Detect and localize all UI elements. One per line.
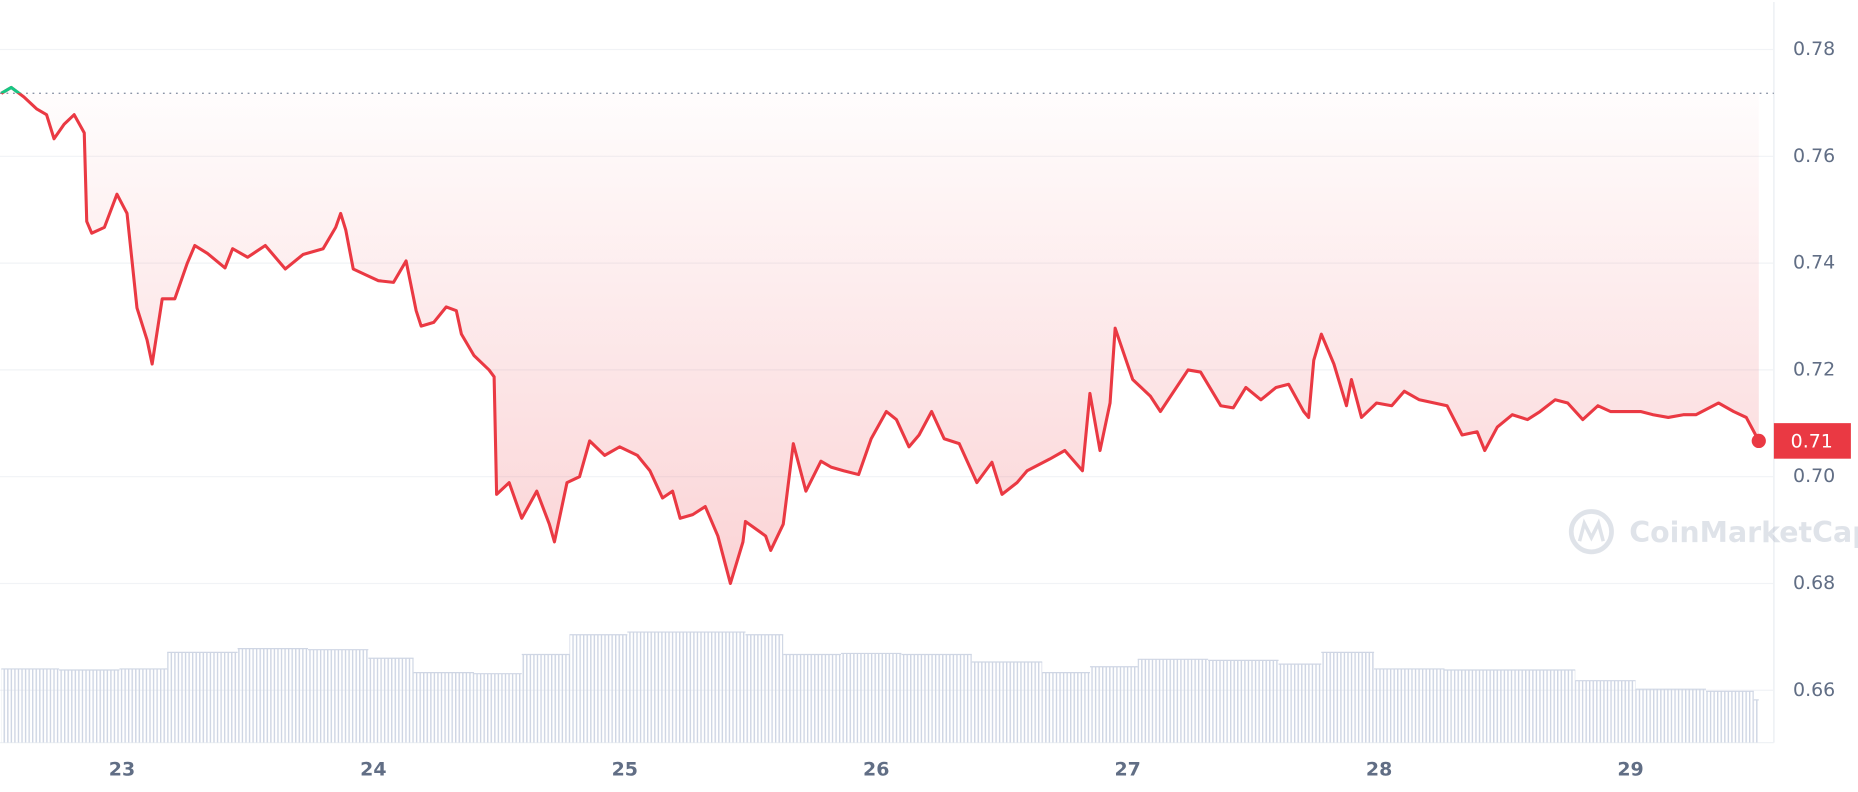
volume-bar: [627, 632, 688, 743]
x-tick-label: 28: [1366, 758, 1392, 780]
volume-bar: [521, 654, 570, 743]
volume-bar: [1042, 672, 1090, 743]
x-tick-label: 29: [1617, 758, 1643, 780]
y-tick-label: 0.70: [1793, 465, 1835, 487]
volume-bar: [1705, 691, 1754, 743]
volume-bar: [59, 669, 120, 743]
watermark-logo: [1568, 509, 1614, 555]
watermark-logo-mark: [1577, 518, 1605, 542]
volume-bar: [1444, 669, 1518, 743]
volume-bar: [1753, 699, 1759, 743]
last-price-box: [1773, 423, 1851, 459]
y-tick-label: 0.74: [1793, 252, 1835, 274]
volume-bar: [167, 652, 238, 743]
watermark-text: CoinMarketCap: [1629, 516, 1858, 549]
y-tick-label: 0.66: [1793, 679, 1835, 701]
volume-bar: [1575, 680, 1636, 743]
volume-bar: [1635, 689, 1706, 743]
volume-bar: [687, 632, 746, 743]
last-point: [1751, 433, 1766, 449]
volume-bar: [413, 672, 474, 743]
volume-bar: [1278, 664, 1322, 743]
volume-bar: [368, 658, 414, 743]
volume-bar: [1374, 668, 1445, 743]
volume-bar: [1208, 660, 1279, 743]
x-tick-label: 27: [1115, 758, 1141, 780]
last-price-label: 0.71: [1791, 431, 1833, 453]
x-tick-label: 26: [863, 758, 889, 780]
volume-bar: [1321, 652, 1375, 743]
watermark: CoinMarketCap: [1568, 509, 1858, 555]
area-fill: [1, 87, 1759, 584]
volume-bar: [1137, 659, 1209, 743]
y-tick-label: 0.76: [1793, 145, 1835, 167]
volume-bar: [783, 654, 842, 743]
volume-bar: [308, 649, 369, 743]
price-line: [0, 85, 1761, 585]
volume-bar: [971, 661, 1043, 743]
y-tick-label: 0.78: [1793, 38, 1835, 60]
volume-bar: [901, 654, 972, 743]
y-tick-label: 0.72: [1793, 358, 1835, 380]
x-tick-label: 23: [109, 758, 135, 780]
volume-bar: [473, 673, 522, 743]
y-tick-label: 0.68: [1793, 572, 1835, 594]
volume-bar: [745, 634, 784, 743]
volume-bar: [569, 634, 628, 743]
x-tick-label: 25: [612, 758, 638, 780]
volume-bar: [119, 668, 168, 743]
volume-bar: [237, 648, 309, 743]
volume-bar: [841, 653, 902, 743]
volume-bar: [1089, 666, 1138, 743]
volume-bar: [1, 668, 60, 743]
volume-bar: [1517, 669, 1576, 743]
x-tick-label: 24: [360, 758, 386, 780]
